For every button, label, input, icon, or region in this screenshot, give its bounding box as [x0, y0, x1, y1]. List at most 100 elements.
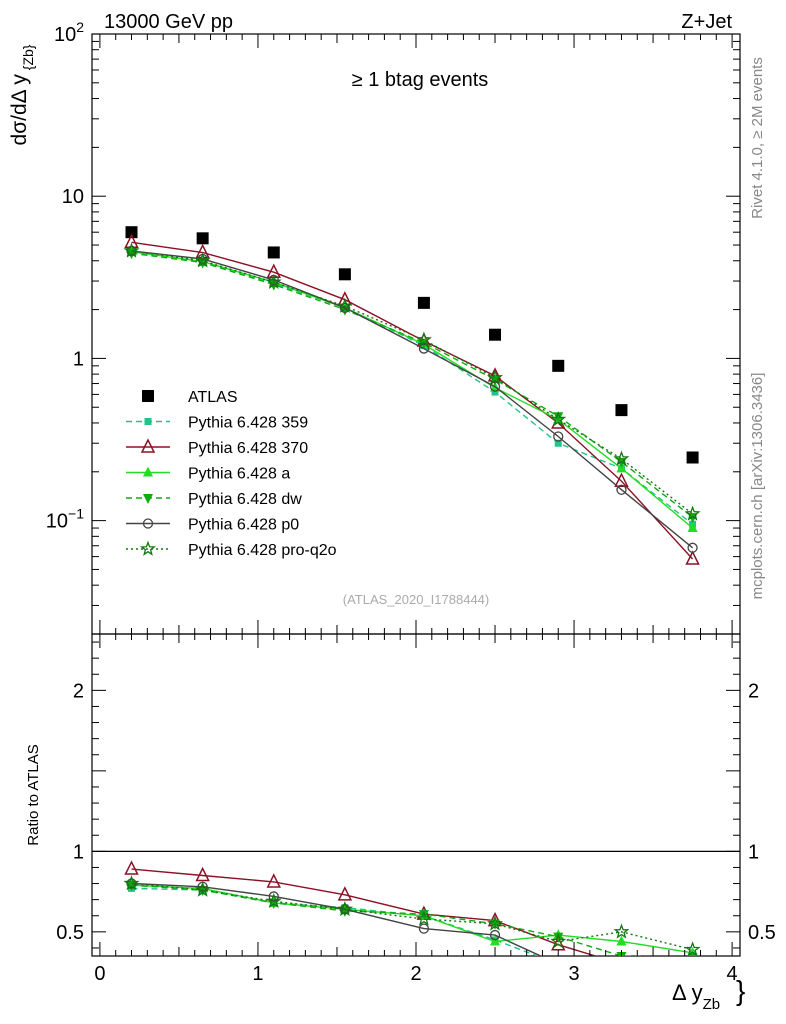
legend-item: Pythia 6.428 370 — [126, 438, 308, 457]
data-point-marker — [338, 268, 351, 281]
legend-item: Pythia 6.428 359 — [126, 415, 308, 432]
data-point-marker — [337, 886, 353, 901]
legend-label: Pythia 6.428 p0 — [188, 517, 299, 534]
data-point-marker — [265, 892, 282, 909]
ratio-series-group — [123, 860, 701, 978]
x-tick-label: 0 — [94, 963, 105, 985]
legend-label: ATLAS — [188, 389, 238, 406]
data-point-marker — [415, 910, 432, 926]
data-point-marker — [490, 919, 501, 930]
data-point-marker — [266, 873, 281, 888]
data-point-marker — [613, 450, 630, 466]
data-point-marker — [489, 328, 502, 341]
legend: ATLAS Pythia 6.428 359 Pythia 6.428 370 Pyt… — [126, 389, 337, 559]
data-point-marker — [489, 929, 501, 941]
legend-label: Pythia 6.428 dw — [188, 491, 302, 508]
data-point-marker — [616, 935, 627, 946]
data-point-marker — [267, 246, 280, 259]
data-point-marker — [550, 933, 567, 949]
data-point-marker — [336, 900, 353, 917]
data-point-marker — [194, 252, 211, 268]
header-left: 13000 GeV pp — [104, 11, 233, 33]
main-series-group — [123, 226, 701, 565]
ratio-series-pythia-6-428-a — [126, 879, 698, 956]
y-axis-label: dσ/dΔ y {Zb} — [8, 44, 36, 145]
ratio-series-line — [131, 884, 693, 954]
data-point-marker — [553, 412, 564, 423]
x-axis-brace: } — [736, 975, 745, 1006]
ratio-series-pythia-6-428-dw — [126, 881, 698, 956]
data-point-marker — [140, 540, 156, 556]
main-panel: 10−1 1 10 102 dσ/dΔ y {Zb} ATLAS Pythia 6.428 … — [8, 19, 741, 635]
data-point-marker — [489, 381, 501, 392]
data-point-marker — [415, 331, 432, 347]
y-tick-label: 10−1 — [46, 506, 84, 533]
data-point-marker — [124, 860, 139, 875]
data-point-marker — [618, 969, 625, 976]
ratio-y-tick-label: 2 — [73, 680, 84, 702]
data-point-marker — [555, 961, 562, 968]
mcplots-label: mcplots.cern.ch [arXiv:1306.3436] — [749, 373, 766, 600]
data-point-marker — [417, 296, 430, 309]
legend-label: Pythia 6.428 359 — [188, 415, 308, 432]
data-point-marker — [265, 273, 282, 290]
ratio-ylabel: Ratio to ATLAS — [25, 744, 42, 845]
data-point-marker — [143, 466, 153, 477]
legend-item: Pythia 6.428 p0 — [126, 517, 299, 534]
watermark: (ATLAS_2020_I1788444) — [343, 592, 489, 607]
ratio-series-line — [131, 884, 653, 956]
x-tick-label: 3 — [568, 963, 579, 985]
data-point-marker — [621, 955, 622, 956]
data-point-marker — [268, 891, 279, 902]
legend-item: Pythia 6.428 pro-q2o — [126, 540, 337, 559]
data-point-marker — [550, 411, 567, 427]
rivet-label: Rivet 4.1.0, ≥ 2M events — [749, 57, 766, 219]
ratio-y-tick-label-right: 1 — [748, 841, 759, 863]
main-title: ≥ 1 btag events — [352, 69, 489, 91]
header-right: Z+Jet — [681, 11, 732, 33]
data-point-marker — [491, 388, 499, 396]
ratio-y-tick-label: 1 — [73, 841, 84, 863]
data-point-marker — [688, 969, 697, 978]
data-point-marker — [486, 915, 503, 931]
data-point-marker — [418, 343, 430, 354]
ratio-series-line — [131, 882, 543, 956]
data-point-marker — [684, 941, 701, 956]
x-tick-label: 2 — [410, 963, 421, 985]
data-point-marker — [143, 494, 153, 504]
data-point-marker — [685, 550, 700, 565]
legend-label: Pythia 6.428 370 — [188, 440, 308, 457]
legend-item: Pythia 6.428 a — [126, 466, 290, 483]
data-point-marker — [142, 390, 154, 402]
y-tick-label: 1 — [73, 348, 84, 370]
data-point-marker — [486, 369, 503, 385]
data-point-marker — [140, 438, 156, 453]
series-line — [131, 250, 694, 515]
legend-label: Pythia 6.428 pro-q2o — [188, 542, 337, 559]
data-point-marker — [553, 431, 564, 442]
data-point-marker — [616, 484, 627, 495]
data-point-marker — [123, 242, 140, 258]
y-tick-label: 10 — [62, 186, 84, 208]
y-tick-label: 102 — [54, 19, 84, 46]
data-point-marker — [336, 297, 353, 313]
data-point-marker — [196, 232, 209, 245]
series-line — [131, 250, 694, 549]
data-point-marker — [684, 505, 701, 521]
data-point-marker — [418, 910, 429, 921]
data-point-marker — [195, 866, 210, 882]
data-point-marker — [614, 472, 629, 487]
data-point-marker — [144, 418, 152, 425]
data-point-marker — [552, 359, 565, 372]
data-point-marker — [490, 935, 501, 946]
x-tick-label: 1 — [252, 963, 263, 985]
ratio-y-tick-label: 0.5 — [56, 922, 84, 944]
data-point-marker — [687, 522, 698, 533]
data-point-marker — [194, 881, 211, 897]
x-axis-label: Δ yZb — [672, 980, 720, 1013]
data-point-marker — [553, 932, 564, 943]
data-point-marker — [687, 542, 698, 553]
data-point-marker — [554, 439, 562, 447]
x-tick-label: 4 — [727, 963, 738, 985]
